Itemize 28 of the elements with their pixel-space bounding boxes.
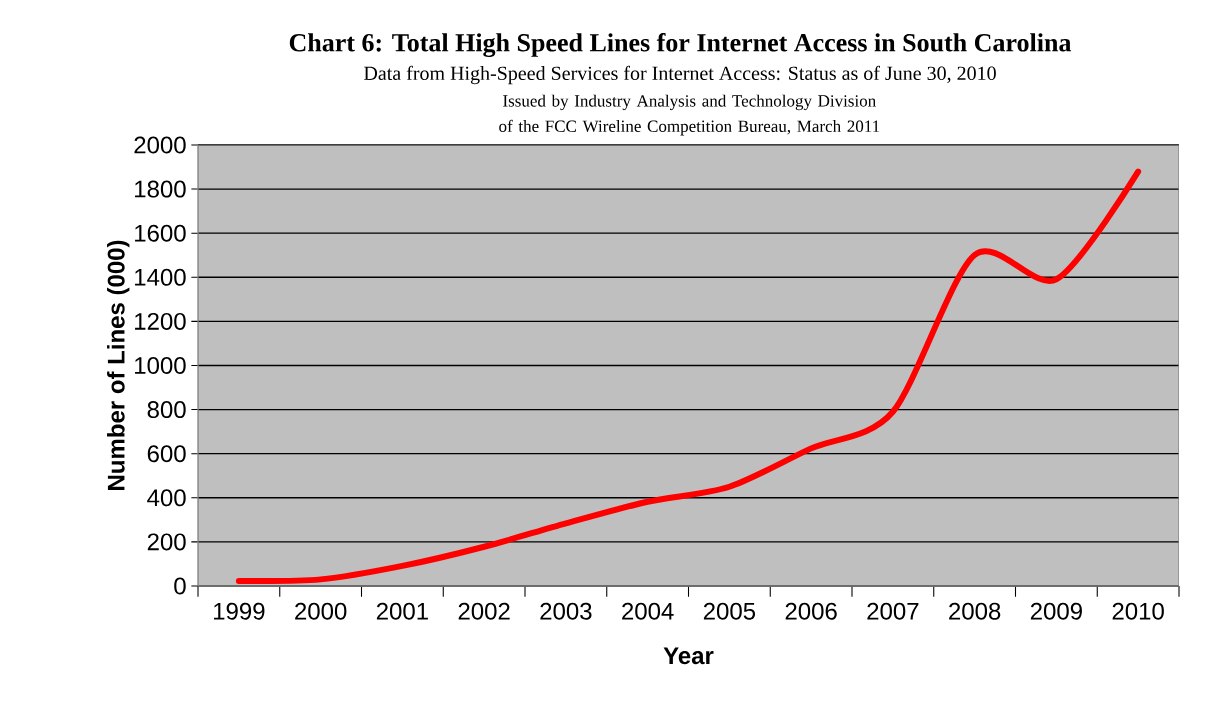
y-tick-label: 1600 (135, 224, 186, 242)
chart-title: Chart 6: Total High Speed Lines for Internet Access in South Carolina (289, 32, 1072, 57)
y-tick-label: 400 (147, 489, 186, 507)
y-tick-label: 200 (147, 533, 186, 551)
x-tick-label: 1999 (214, 602, 265, 620)
x-tick-label: 2003 (540, 602, 592, 620)
x-tick-label: 2002 (458, 602, 510, 620)
x-tick-label: 2006 (785, 602, 837, 620)
x-tick-label: 2001 (376, 602, 428, 620)
y-tick-label: 1200 (135, 312, 186, 330)
y-tick-label: 800 (147, 401, 186, 419)
x-tick-label: 2010 (1112, 602, 1164, 620)
y-tick-label: 1000 (135, 356, 186, 374)
x-tick-label: 2005 (703, 602, 756, 620)
x-tick-label: 2007 (867, 602, 919, 620)
y-tick-label: 600 (147, 445, 186, 463)
y-tick-label: 1800 (135, 180, 186, 198)
x-tick-label: 2004 (622, 602, 674, 620)
chart-subtitle: Data from High-Speed Services for Internet Access: Status as of June 30, 2010 (364, 65, 996, 85)
x-axis-title: Year (663, 647, 714, 665)
x-tick-label: 2000 (295, 602, 347, 620)
y-tick-label: 1400 (135, 268, 186, 286)
x-tick-label: 2008 (949, 602, 1001, 620)
x-tick-label: 2009 (1030, 602, 1082, 620)
y-axis-title: Number of Lines (000) (107, 240, 130, 490)
y-tick-label: 2000 (134, 136, 186, 154)
text: Issued by Industry Analysis and Technology Division of the FCC Wireline Competition Bureau, March 2011 (499, 94, 880, 136)
y-tick-label: 0 (174, 577, 186, 595)
